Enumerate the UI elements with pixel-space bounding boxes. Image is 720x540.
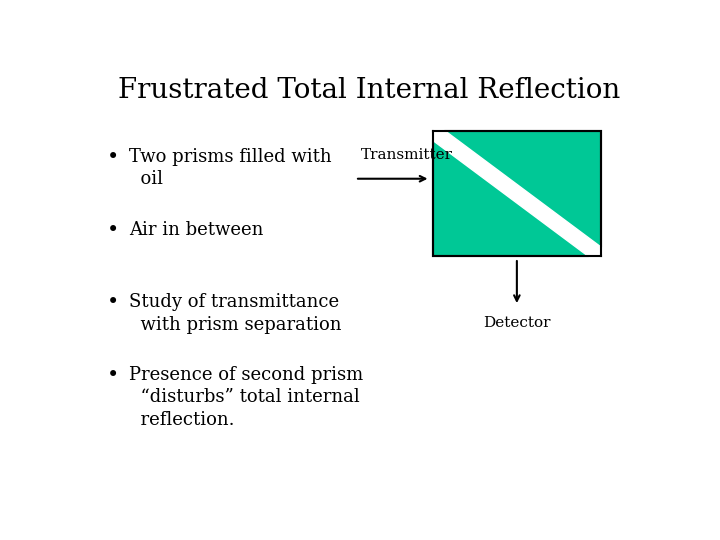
Text: •: • [107,293,119,313]
Text: Frustrated Total Internal Reflection: Frustrated Total Internal Reflection [118,77,620,104]
Text: Two prisms filled with
  oil: Two prisms filled with oil [129,148,332,188]
FancyBboxPatch shape [433,131,600,256]
Text: Detector: Detector [483,316,551,330]
Text: •: • [107,366,119,385]
Text: •: • [107,221,119,240]
Polygon shape [428,125,605,262]
Text: Transmitter: Transmitter [361,148,453,162]
Text: •: • [107,148,119,167]
Text: Presence of second prism
  “disturbs” total internal
  reflection.: Presence of second prism “disturbs” tota… [129,366,364,429]
Text: Air in between: Air in between [129,221,264,239]
Text: Study of transmittance
  with prism separation: Study of transmittance with prism separa… [129,293,341,334]
